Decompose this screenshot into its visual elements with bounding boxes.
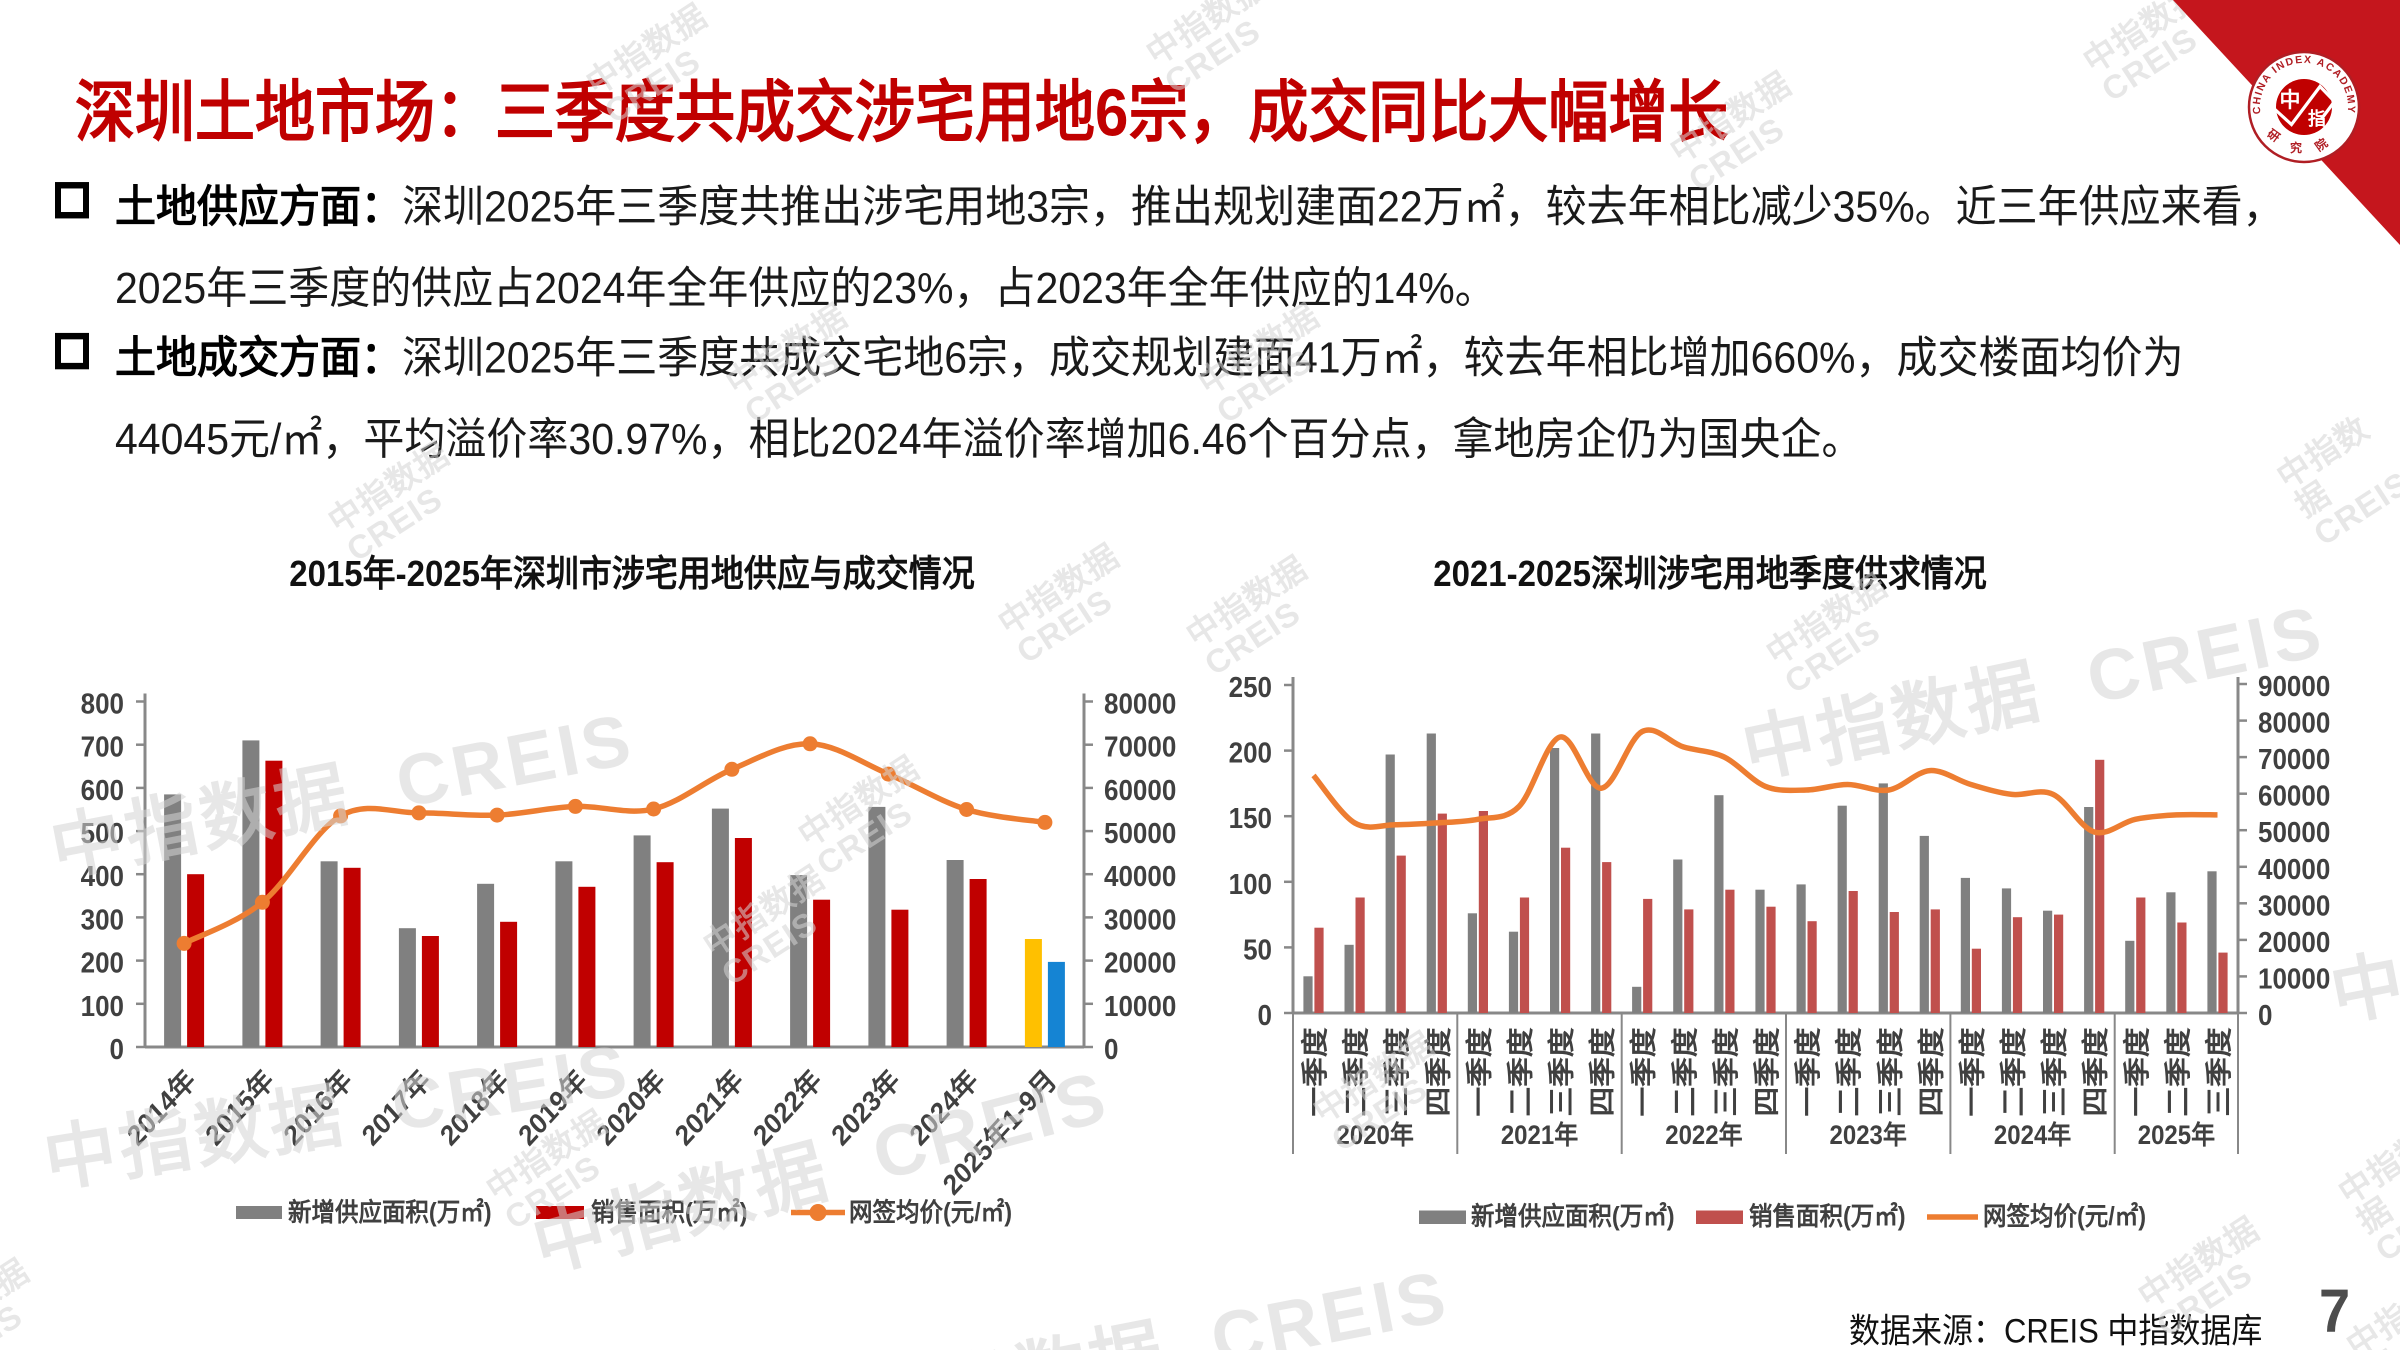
svg-text:80000: 80000 [2258,706,2330,738]
svg-text:400: 400 [81,860,124,892]
svg-text:2021年: 2021年 [1501,1120,1578,1150]
svg-text:四季度: 四季度 [1424,1027,1454,1117]
svg-text:100: 100 [81,990,124,1022]
svg-text:一季度: 一季度 [2123,1027,2153,1117]
svg-text:四季度: 四季度 [1917,1027,1947,1117]
svg-text:三季度: 三季度 [2205,1027,2235,1117]
svg-text:0: 0 [2258,999,2272,1031]
svg-text:一季度: 一季度 [1465,1027,1495,1117]
svg-text:销售面积(万㎡): 销售面积(万㎡) [591,1197,748,1227]
svg-text:2017年: 2017年 [356,1064,436,1152]
svg-text:200: 200 [81,946,124,978]
svg-text:60000: 60000 [1104,774,1176,806]
svg-text:三季度: 三季度 [1547,1027,1577,1117]
svg-text:100: 100 [1229,868,1272,900]
svg-text:200: 200 [1229,736,1272,768]
svg-text:30000: 30000 [2258,889,2330,921]
svg-text:2025年: 2025年 [2138,1120,2215,1150]
svg-text:网签均价(元/㎡): 网签均价(元/㎡) [849,1197,1012,1227]
svg-text:三季度: 三季度 [1383,1027,1413,1117]
svg-text:指: 指 [2308,108,2326,129]
svg-text:800: 800 [81,687,124,719]
svg-text:2020年: 2020年 [591,1064,671,1152]
svg-text:40000: 40000 [1104,860,1176,892]
svg-text:2024年: 2024年 [1994,1120,2071,1150]
svg-text:2016年: 2016年 [278,1064,358,1152]
svg-text:300: 300 [81,903,124,935]
svg-text:2018年: 2018年 [434,1064,514,1152]
svg-text:二季度: 二季度 [1835,1027,1865,1117]
svg-text:10000: 10000 [1104,990,1176,1022]
svg-text:2021-2025深圳涉宅用地季度供求情况: 2021-2025深圳涉宅用地季度供求情况 [1433,553,1987,595]
svg-text:10000: 10000 [2258,962,2330,994]
svg-text:二季度: 二季度 [1506,1027,1536,1117]
svg-text:新增供应面积(万㎡): 新增供应面积(万㎡) [1471,1201,1675,1231]
svg-text:2023年: 2023年 [1830,1120,1907,1150]
svg-text:2019年: 2019年 [512,1064,592,1152]
svg-text:四季度: 四季度 [1588,1027,1618,1117]
svg-text:2022年: 2022年 [747,1064,827,1152]
svg-text:一季度: 一季度 [1794,1027,1824,1117]
svg-text:二季度: 二季度 [2164,1027,2194,1117]
svg-text:60000: 60000 [2258,780,2330,812]
svg-text:70000: 70000 [2258,743,2330,775]
svg-text:30000: 30000 [1104,903,1176,935]
svg-text:70000: 70000 [1104,731,1176,763]
svg-text:50000: 50000 [2258,816,2330,848]
svg-text:500: 500 [81,817,124,849]
svg-text:一季度: 一季度 [1629,1027,1659,1117]
svg-text:二季度: 二季度 [1342,1027,1372,1117]
svg-text:20000: 20000 [2258,926,2330,958]
svg-text:二季度: 二季度 [1671,1027,1701,1117]
svg-text:四季度: 四季度 [1753,1027,1783,1117]
svg-text:40000: 40000 [2258,853,2330,885]
svg-text:2020年: 2020年 [1337,1120,1414,1150]
svg-text:三季度: 三季度 [1712,1027,1742,1117]
svg-text:2015年-2025年深圳市涉宅用地供应与成交情况: 2015年-2025年深圳市涉宅用地供应与成交情况 [289,553,975,595]
svg-text:2015年: 2015年 [199,1064,279,1152]
svg-text:0: 0 [1258,999,1272,1031]
svg-text:50000: 50000 [1104,817,1176,849]
svg-text:250: 250 [1229,671,1272,703]
svg-text:三季度: 三季度 [1876,1027,1906,1117]
svg-text:2021年: 2021年 [669,1064,749,1152]
svg-text:600: 600 [81,774,124,806]
svg-text:新增供应面积(万㎡): 新增供应面积(万㎡) [288,1197,492,1227]
svg-text:三季度: 三季度 [2040,1027,2070,1117]
svg-text:90000: 90000 [2258,670,2330,702]
svg-text:0: 0 [1104,1033,1118,1065]
svg-text:0: 0 [110,1033,124,1065]
svg-text:二季度: 二季度 [1999,1027,2029,1117]
svg-text:一季度: 一季度 [1958,1027,1988,1117]
svg-text:700: 700 [81,731,124,763]
svg-text:四季度: 四季度 [2081,1027,2111,1117]
svg-text:网签均价(元/㎡): 网签均价(元/㎡) [1983,1201,2146,1231]
svg-text:销售面积(万㎡): 销售面积(万㎡) [1749,1201,1906,1231]
svg-text:一季度: 一季度 [1301,1027,1331,1117]
svg-text:150: 150 [1229,802,1272,834]
svg-text:2023年: 2023年 [825,1064,905,1152]
svg-text:2022年: 2022年 [1665,1120,1742,1150]
svg-text:中: 中 [2280,89,2301,112]
svg-text:50: 50 [1243,933,1272,965]
svg-text:20000: 20000 [1104,946,1176,978]
svg-text:80000: 80000 [1104,687,1176,719]
svg-text:2014年: 2014年 [121,1064,201,1152]
